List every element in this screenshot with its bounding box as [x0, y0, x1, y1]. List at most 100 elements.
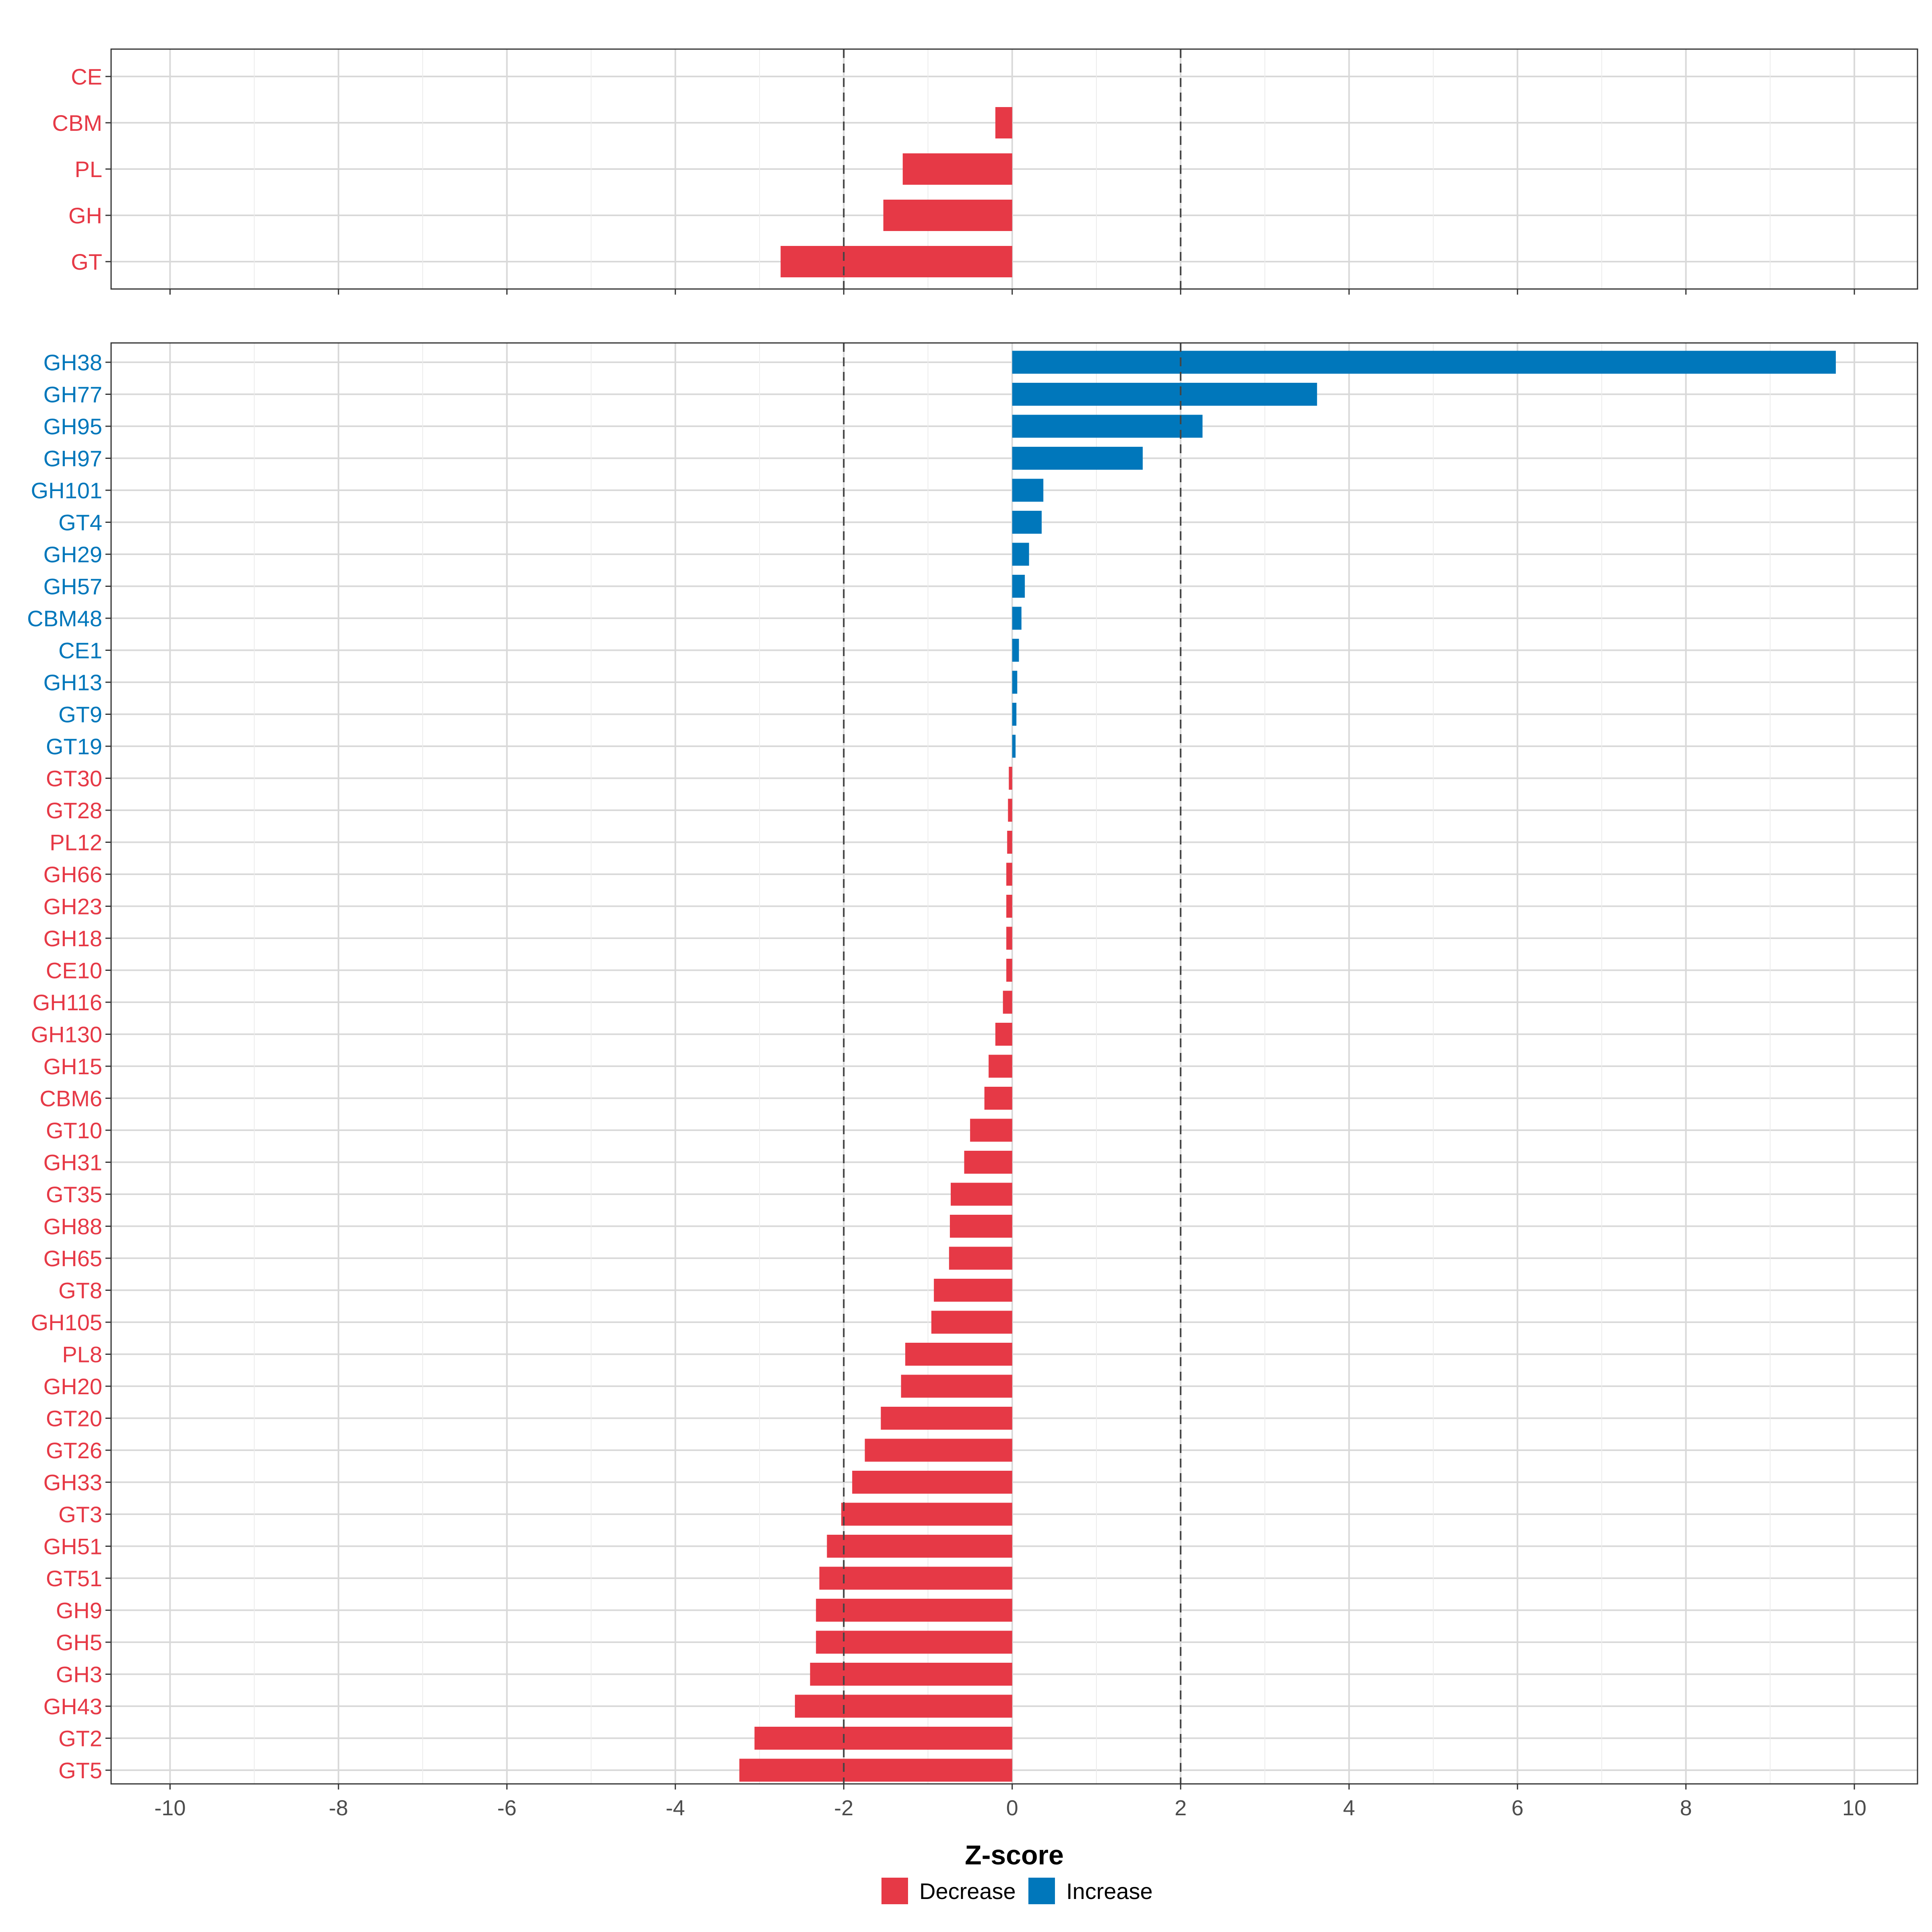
bar-GH23 [1006, 895, 1012, 918]
category-label: CBM6 [39, 1086, 102, 1111]
bar-GT35 [951, 1183, 1012, 1206]
bar-GH95 [1012, 415, 1203, 438]
category-label: CBM [52, 110, 102, 136]
category-label: GH33 [43, 1470, 102, 1495]
category-label: GT19 [46, 734, 102, 759]
category-label: GH3 [56, 1662, 102, 1687]
bar-CBM48 [1012, 607, 1022, 630]
bar-GH29 [1012, 543, 1029, 566]
bar-GH97 [1012, 447, 1143, 470]
category-label: CBM48 [27, 606, 102, 631]
bar-GT30 [1009, 767, 1012, 790]
bar-GT4 [1012, 511, 1042, 534]
bar-GH57 [1012, 575, 1025, 598]
category-label: CE10 [46, 958, 102, 983]
category-label: GT8 [58, 1278, 102, 1303]
category-label: GH105 [31, 1310, 102, 1335]
bar-GH13 [1012, 671, 1018, 694]
bar-PL [902, 153, 1012, 185]
category-label: GT51 [46, 1566, 102, 1591]
x-tick-label: 10 [1842, 1796, 1866, 1820]
bar-CE1 [1012, 639, 1019, 662]
category-label: GH88 [43, 1214, 102, 1239]
bar-GH5 [816, 1631, 1012, 1654]
category-label: PL12 [50, 830, 102, 855]
category-label: GH18 [43, 926, 102, 951]
category-label: GH65 [43, 1246, 102, 1271]
category-label: GH23 [43, 894, 102, 919]
category-label: GT3 [58, 1502, 102, 1527]
bar-GT20 [881, 1407, 1012, 1430]
x-tick-label: 2 [1174, 1796, 1187, 1820]
bar-GH38 [1012, 351, 1836, 374]
x-tick-label: 6 [1511, 1796, 1523, 1820]
x-tick-label: -4 [666, 1796, 685, 1820]
x-tick-label: 0 [1006, 1796, 1018, 1820]
x-tick-label: -2 [834, 1796, 853, 1820]
bar-GH116 [1003, 991, 1012, 1014]
category-label: GH9 [56, 1598, 102, 1623]
bar-GT10 [970, 1119, 1012, 1142]
bar-GT8 [934, 1279, 1012, 1302]
bar-CE10 [1006, 959, 1012, 982]
category-label: GH5 [56, 1630, 102, 1655]
category-label: GH77 [43, 382, 102, 407]
category-label: GH130 [31, 1022, 102, 1047]
bar-GH130 [995, 1023, 1012, 1046]
bar-GT19 [1012, 735, 1016, 758]
legend-key-increase [1028, 1878, 1055, 1904]
category-label: PL [75, 157, 103, 182]
category-label: GT26 [46, 1438, 102, 1463]
bar-GH31 [964, 1151, 1012, 1174]
bar-GH88 [949, 1215, 1012, 1238]
x-tick-label: 4 [1343, 1796, 1355, 1820]
bar-GH18 [1006, 927, 1012, 950]
bar-GT28 [1008, 799, 1012, 822]
category-label: GT2 [58, 1726, 102, 1751]
panel-border [110, 342, 1918, 1785]
category-label: GT20 [46, 1406, 102, 1431]
bar-GH43 [795, 1695, 1012, 1718]
category-label: GH57 [43, 574, 102, 599]
x-tick-label: 8 [1680, 1796, 1692, 1820]
category-label: GT5 [58, 1758, 102, 1783]
category-label: GT9 [58, 702, 102, 727]
bar-GH33 [852, 1471, 1012, 1494]
bar-GH9 [816, 1599, 1012, 1622]
category-label: GH101 [31, 478, 102, 503]
x-tick-label: -10 [154, 1796, 186, 1820]
bar-PL12 [1007, 831, 1012, 854]
category-label: GT4 [58, 510, 102, 535]
category-label: GH20 [43, 1374, 102, 1399]
category-label: GT30 [46, 766, 102, 791]
category-label: GT10 [46, 1118, 102, 1143]
category-label: GH66 [43, 862, 102, 887]
category-label: GT [71, 249, 102, 275]
bar-GT5 [739, 1759, 1012, 1782]
category-label: GH95 [43, 414, 102, 439]
bar-GT26 [865, 1439, 1012, 1462]
category-label: GH43 [43, 1694, 102, 1719]
bar-GT9 [1012, 703, 1017, 726]
bar-GH15 [989, 1055, 1012, 1078]
x-axis-title: Z-score [965, 1840, 1064, 1870]
bar-GH105 [931, 1311, 1012, 1334]
category-label: GH29 [43, 542, 102, 567]
bar-GH65 [949, 1247, 1012, 1270]
legend-key-decrease [881, 1878, 908, 1904]
category-label: GH116 [33, 990, 102, 1015]
bar-GH20 [901, 1375, 1012, 1398]
bar-CBM [995, 107, 1012, 138]
bar-GT51 [819, 1567, 1012, 1590]
bar-GH3 [810, 1663, 1012, 1686]
bar-GH66 [1006, 863, 1012, 886]
bar-GH101 [1012, 479, 1044, 502]
bar-CBM6 [984, 1087, 1012, 1110]
bar-GH77 [1012, 383, 1317, 406]
x-tick-label: -6 [497, 1796, 516, 1820]
bar-GT [780, 246, 1012, 277]
x-tick-label: -8 [329, 1796, 348, 1820]
category-label: GH15 [43, 1054, 102, 1079]
bar-GT3 [841, 1503, 1012, 1526]
